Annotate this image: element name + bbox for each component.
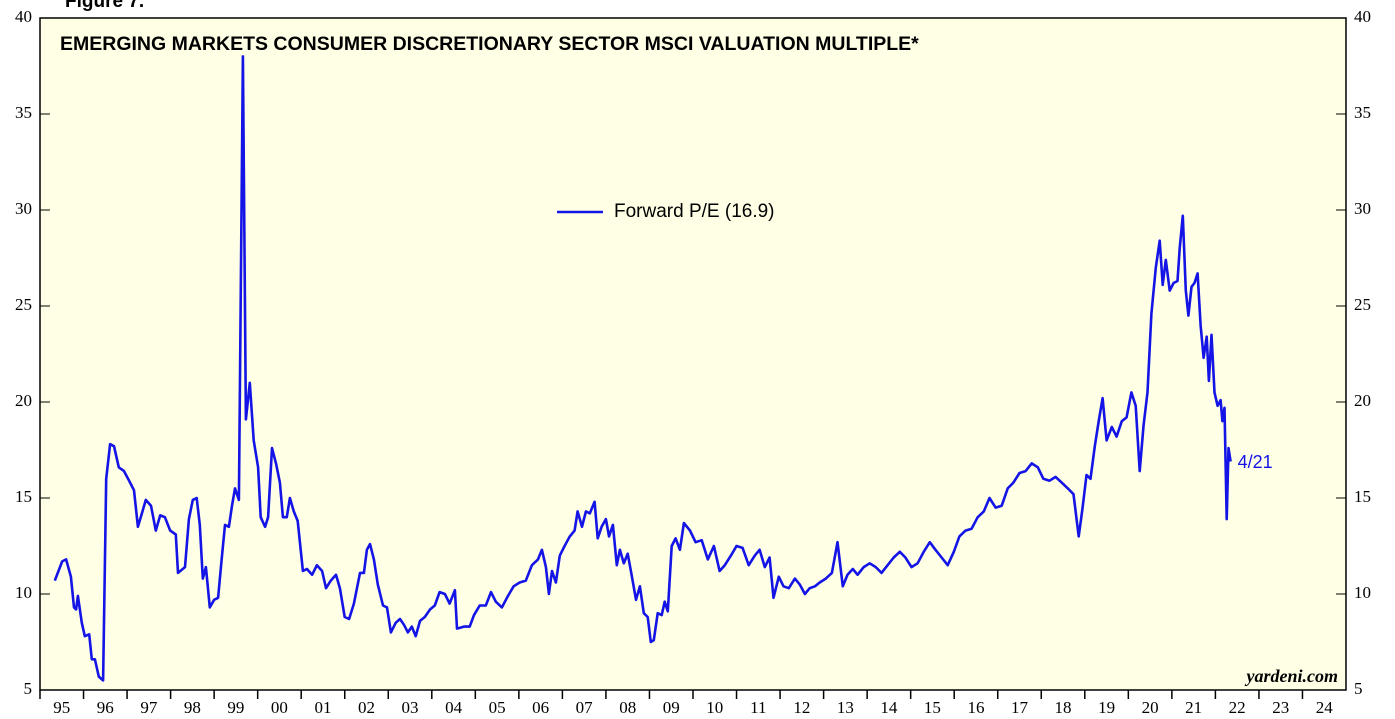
y2-tick-label: 40 — [1354, 7, 1371, 26]
x-tick-label: 00 — [271, 698, 288, 717]
annotation: 4/21 — [1238, 452, 1273, 472]
y-tick-label: 5 — [24, 679, 33, 698]
chart-title: EMERGING MARKETS CONSUMER DISCRETIONARY … — [60, 33, 919, 55]
x-tick-label: 97 — [140, 698, 158, 717]
x-tick-label: 23 — [1272, 698, 1289, 717]
watermark: yardeni.com — [1245, 666, 1339, 686]
y-tick-label: 15 — [15, 487, 32, 506]
x-tick-label: 95 — [53, 698, 70, 717]
y-tick-label: 40 — [15, 7, 32, 26]
y-tick-label: 20 — [15, 391, 32, 410]
y-tick-label: 10 — [15, 583, 32, 602]
x-tick-label: 21 — [1185, 698, 1202, 717]
x-tick-label: 19 — [1098, 698, 1115, 717]
y2-tick-label: 35 — [1354, 103, 1371, 122]
x-tick-label: 14 — [880, 698, 898, 717]
y2-tick-label: 25 — [1354, 295, 1371, 314]
x-tick-label: 15 — [924, 698, 941, 717]
y2-tick-label: 15 — [1354, 487, 1371, 506]
x-tick-label: 22 — [1229, 698, 1246, 717]
x-tick-label: 06 — [532, 698, 549, 717]
legend-label: Forward P/E (16.9) — [614, 201, 775, 222]
x-tick-label: 05 — [489, 698, 506, 717]
y2-tick-label: 10 — [1354, 583, 1371, 602]
x-tick-label: 16 — [967, 698, 984, 717]
x-tick-label: 17 — [1011, 698, 1029, 717]
x-tick-label: 01 — [314, 698, 331, 717]
x-tick-label: 96 — [97, 698, 114, 717]
x-tick-label: 20 — [1142, 698, 1159, 717]
figure-label: Figure 7. — [65, 0, 144, 12]
y2-tick-label: 30 — [1354, 199, 1371, 218]
data-line — [53, 55, 1232, 682]
x-tick-label: 02 — [358, 698, 375, 717]
x-tick-label: 04 — [445, 698, 463, 717]
y-tick-label: 30 — [15, 199, 32, 218]
plot-area — [39, 17, 1347, 691]
x-tick-label: 10 — [706, 698, 723, 717]
x-tick-label: 98 — [184, 698, 201, 717]
x-tick-label: 24 — [1316, 698, 1334, 717]
y2-tick-label: 5 — [1354, 679, 1363, 698]
x-tick-label: 18 — [1055, 698, 1072, 717]
y-tick-label: 25 — [15, 295, 32, 314]
y2-tick-label: 20 — [1354, 391, 1371, 410]
x-tick-label: 08 — [619, 698, 636, 717]
x-tick-label: 13 — [837, 698, 854, 717]
x-tick-label: 99 — [227, 698, 244, 717]
x-tick-label: 11 — [750, 698, 766, 717]
x-tick-label: 07 — [576, 698, 594, 717]
y-tick-label: 35 — [15, 103, 32, 122]
x-tick-label: 09 — [663, 698, 680, 717]
x-tick-label: 12 — [793, 698, 810, 717]
x-tick-label: 03 — [402, 698, 419, 717]
